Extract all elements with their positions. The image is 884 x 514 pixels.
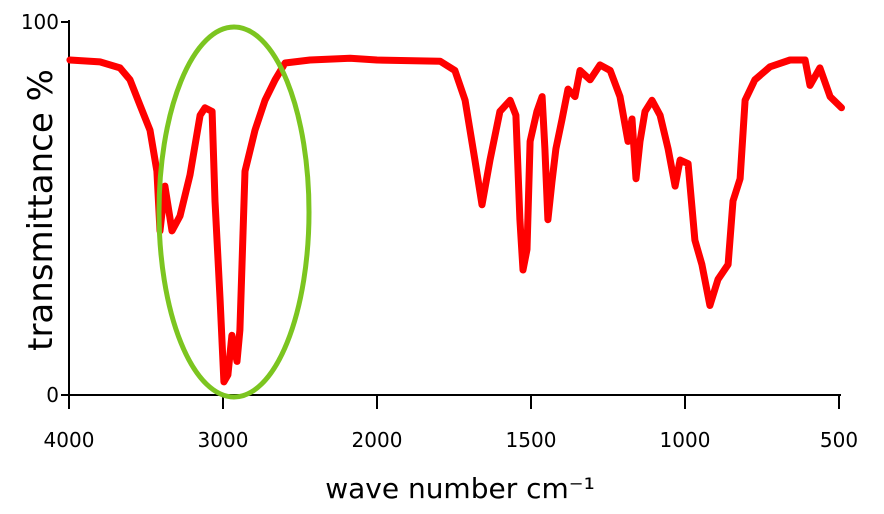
y-tick-label: 0 [46, 383, 59, 407]
y-axis-label: transmittance % [21, 69, 61, 351]
x-tick-label: 500 [820, 428, 858, 452]
x-tick-label: 1500 [506, 428, 557, 452]
highlight-ellipse [156, 24, 312, 400]
spectrum-line [66, 54, 845, 386]
y-tick-label: 100 [21, 10, 59, 34]
x-axis-label: wave number cm⁻¹ [325, 472, 595, 505]
x-tick-label: 3000 [198, 428, 249, 452]
x-tick-label: 4000 [44, 428, 95, 452]
x-tick-label: 1000 [660, 428, 711, 452]
x-tick-label: 2000 [352, 428, 403, 452]
